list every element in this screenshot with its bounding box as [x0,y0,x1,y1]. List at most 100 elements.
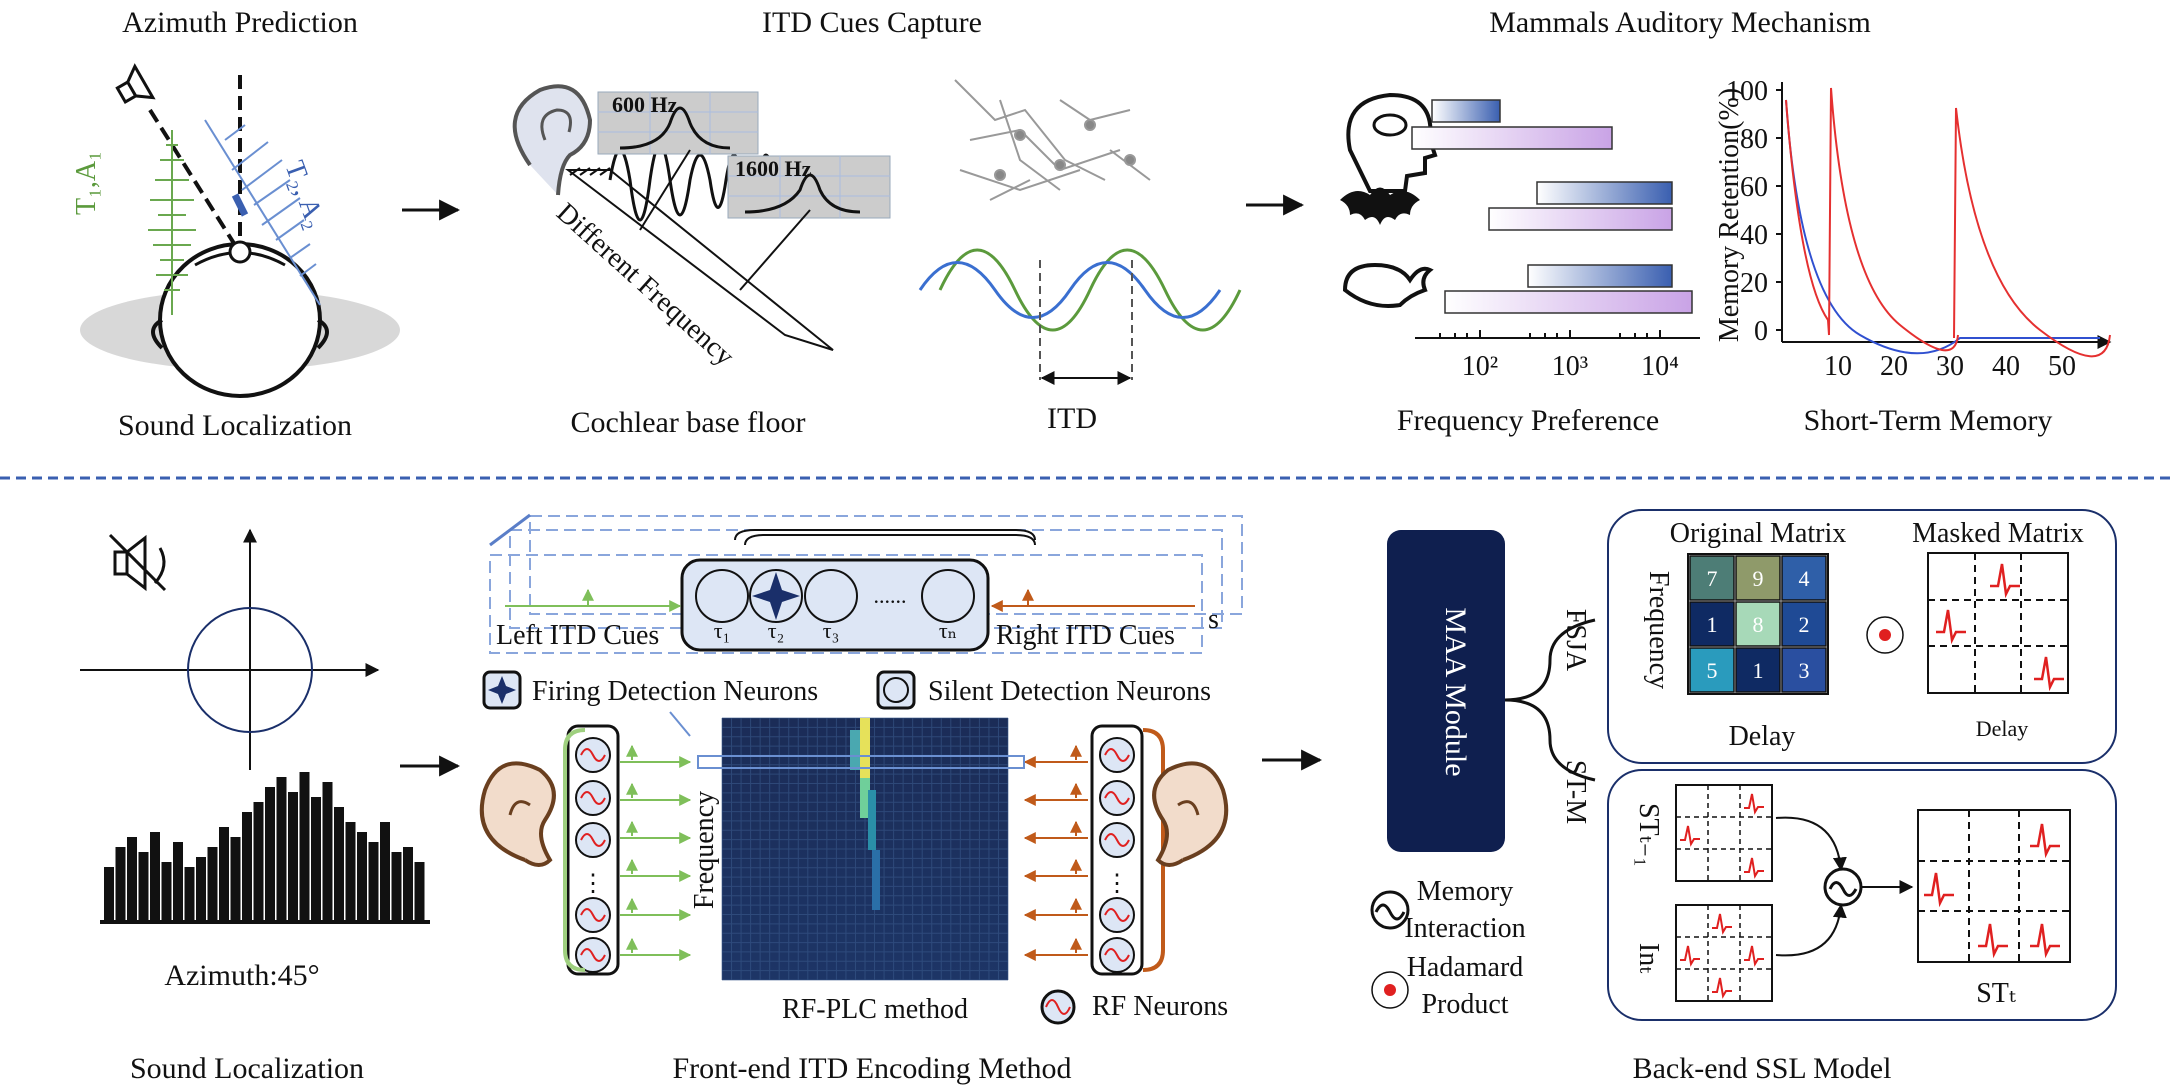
label-stm: ST-M [1560,760,1591,824]
silent-neuron-icon [883,677,909,703]
azimuth-figure [80,528,380,770]
matrix-cell-value: 4 [1799,566,1810,591]
blue-waveform [204,119,321,306]
mem-ytick-60: 60 [1740,172,1768,203]
histogram-bar [299,772,310,922]
histogram-bar [311,797,321,922]
caption-cochlear: Cochlear base floor [571,406,806,439]
caption-short-term-memory: Short-Term Memory [1804,404,2053,437]
frequency-preference-chart: 10² 10³ 10⁴ [1340,92,1700,382]
matrix-cell-value: 9 [1753,566,1764,591]
caption-back-end: Back-end SSL Model [1633,1052,1892,1085]
histogram-bar [253,802,264,922]
mem-ytick-20: 20 [1740,268,1768,299]
label-delay-small: Delay [1976,716,2029,741]
label-left-itd: Left ITD Cues [496,620,659,651]
matrix-cell [1689,647,1735,693]
histogram-bar [265,787,275,922]
st-prev-matrix [1675,784,1773,882]
histogram-bar [391,852,402,922]
label-rf-neurons: RF Neurons [1092,991,1228,1022]
histogram-bar [322,782,333,922]
green-waveform [148,130,196,315]
label-frequency-fsja: Frequency [1643,571,1674,689]
histogram-bar [127,837,137,922]
matrix-cell [1689,601,1735,647]
histogram-bar [196,857,206,922]
neuron-network-figure [954,79,1151,201]
histogram-bar [173,842,183,922]
neuron-dots: ...... [874,583,907,608]
label-memory: Memory [1417,876,1513,907]
bat-icon [1340,187,1420,225]
rf-neuron-column-left: ⋮ [563,724,692,976]
caption-front-end: Front-end ITD Encoding Method [672,1052,1071,1085]
histogram-bar [115,847,126,922]
histogram-bar [357,832,367,922]
rf-vdots: ⋮ [1105,871,1129,897]
label-t2a2: T₂, A₂ [278,157,331,233]
label-600hz: 600 Hz [612,92,678,117]
label-delay: Delay [1729,721,1796,752]
label-maa-module: MAA Module [1439,607,1472,776]
histogram-bar [334,807,344,922]
histogram-bar [184,867,195,922]
memory-interaction-icon [1370,890,1410,930]
histogram-bar [288,792,298,922]
label-original-matrix: Original Matrix [1670,518,1847,549]
ear-left-icon [479,761,556,867]
hadamard-icon [1371,971,1409,1009]
original-matrix: 7 9 4 1 8 2 5 1 3 [1687,553,1829,695]
histogram-bar [345,822,356,922]
label-st-t: STₜ [1976,978,2016,1009]
head-localization-figure: T₁,A₁ T₂, A₂ [71,63,400,398]
mem-ytick-80: 80 [1740,124,1768,155]
label-masked-matrix: Masked Matrix [1912,518,2084,549]
mem-xtick-20: 20 [1880,351,1908,382]
matrix-cell-value: 2 [1799,612,1810,637]
tau-1: τ₁ [714,618,731,643]
histogram-bar [368,842,379,922]
fsja-panel: Original Matrix Masked Matrix Frequency … [1607,509,2117,764]
label-interaction: Interaction [1404,913,1525,944]
freq-tick-1000: 10³ [1552,351,1588,382]
ear-icon [512,84,593,196]
label-hadamard: Hadamard [1407,952,1524,983]
azimuth-histogram [100,772,430,924]
freq-tick-10000: 10⁴ [1641,351,1679,382]
matrix-cell [1689,555,1735,601]
label-frequency-heatmap: Frequency [689,791,720,909]
masked-matrix [1927,552,2069,694]
memory-interaction-operator [1823,867,1863,907]
mem-ytick-0: 0 [1754,316,1768,347]
histogram-bar [230,837,241,922]
title-mammals-auditory: Mammals Auditory Mechanism [1489,6,1871,39]
legend-silent: Silent Detection Neurons [928,676,1211,707]
caption-itd: ITD [1047,402,1097,435]
mem-xtick-30: 30 [1936,351,1964,382]
stm-panel: STₜ₋₁ Inₜ [1607,769,2117,1021]
mem-ytick-40: 40 [1740,220,1768,251]
histogram-bar [207,847,218,922]
neuron-legend: Firing Detection Neurons Silent Detectio… [482,670,1211,710]
matrix-cell [1781,647,1827,693]
label-right-itd: Right ITD Cues [996,620,1175,651]
label-stack-s: s [1208,604,1219,635]
mem-xtick-10: 10 [1824,351,1852,382]
label-1600hz: 1600 Hz [735,156,812,181]
label-rf-plc: RF-PLC method [782,994,968,1025]
matrix-cell [1735,601,1781,647]
title-azimuth-prediction: Azimuth Prediction [122,6,358,39]
human-head-icon [1346,92,1438,193]
mem-xtick-50: 50 [2048,351,2076,382]
title-itd-cues-capture: ITD Cues Capture [762,6,982,39]
caption-frequency-preference: Frequency Preference [1397,404,1659,437]
label-st-prev: STₜ₋₁ [1633,803,1664,867]
histogram-bar [380,822,390,922]
label-t1a1: T₁,A₁ [71,151,102,215]
histogram-bar [414,862,425,922]
matrix-cell [1735,647,1781,693]
detection-neurons-stack: ...... τ₁ τ₂ τ₃ τₙ Left ITD Cues Right I… [489,513,1243,654]
speaker-icon-bottom [108,533,167,592]
